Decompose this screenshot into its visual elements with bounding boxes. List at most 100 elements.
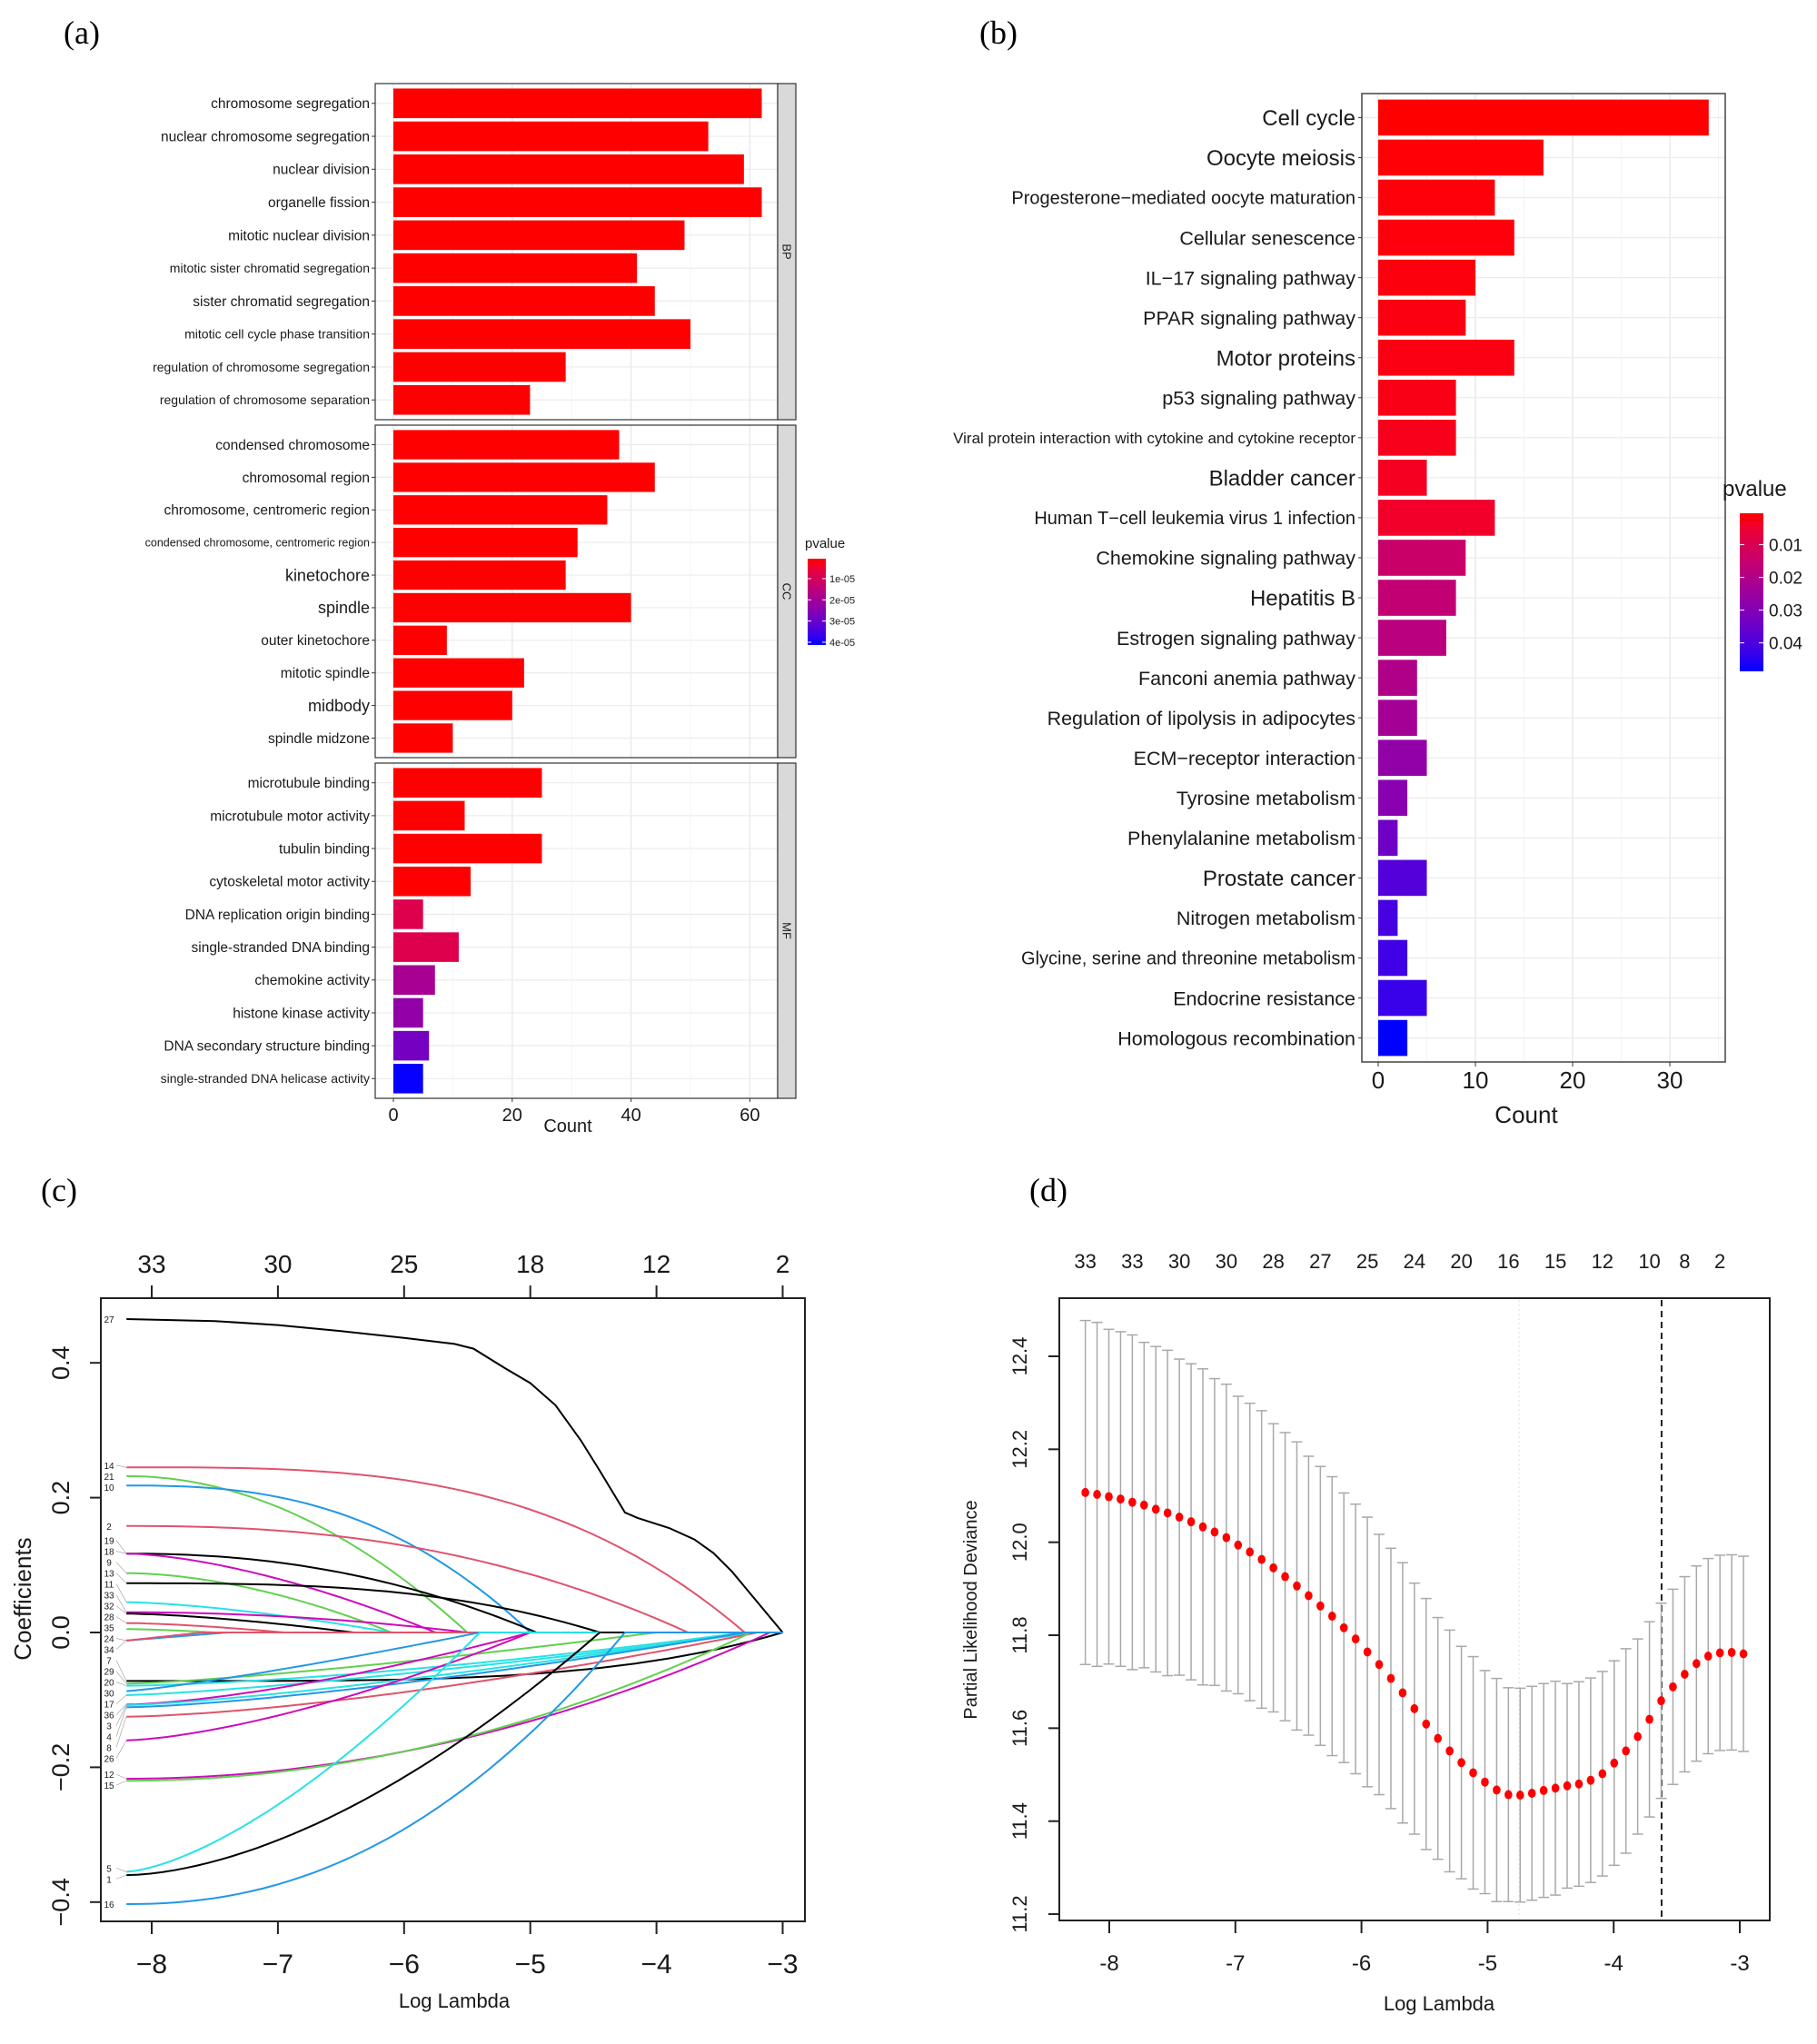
y-tick-label: Tyrosine metabolism bbox=[1177, 788, 1355, 809]
panel-label: (b) bbox=[979, 15, 1018, 51]
y-tick-label: Cellular senescence bbox=[1179, 227, 1355, 249]
bar bbox=[393, 932, 459, 962]
cv-point bbox=[1291, 1441, 1303, 1731]
cv-point bbox=[1162, 1349, 1174, 1677]
path-label-leader bbox=[115, 1682, 127, 1686]
cv-point bbox=[1103, 1328, 1115, 1665]
top-axis-label: 30 bbox=[263, 1250, 292, 1278]
coefficient-path-26 bbox=[126, 1632, 783, 1741]
bar bbox=[393, 658, 524, 688]
mean-point bbox=[1574, 1779, 1584, 1789]
panel-a-go-barchart: chromosome segregation nuclear chromosome… bbox=[145, 83, 855, 1136]
bar bbox=[1378, 500, 1495, 536]
mean-point bbox=[1681, 1670, 1689, 1680]
bar bbox=[393, 592, 631, 623]
x-tick-label: -4 bbox=[1604, 1951, 1623, 1976]
y-tick-label: 0.4 bbox=[47, 1345, 74, 1380]
cv-point bbox=[1514, 1687, 1526, 1903]
legend-colorbar bbox=[808, 559, 826, 645]
cv-point bbox=[1679, 1575, 1691, 1773]
bar bbox=[1378, 739, 1427, 777]
cv-point bbox=[1562, 1682, 1574, 1890]
path-label-leader bbox=[115, 1705, 127, 1726]
y-tick-label: 12.0 bbox=[1008, 1523, 1031, 1562]
cv-point bbox=[1726, 1553, 1738, 1751]
y-tick-label: mitotic cell cycle phase transition bbox=[184, 327, 370, 342]
bar bbox=[393, 690, 512, 720]
cv-point bbox=[1374, 1533, 1385, 1796]
facet-strip bbox=[777, 424, 797, 759]
coefficient-path-34 bbox=[126, 1632, 783, 1642]
mean-point bbox=[1269, 1563, 1277, 1573]
path-label-leader bbox=[115, 1740, 127, 1759]
cv-point bbox=[1220, 1383, 1232, 1692]
path-label: 17 bbox=[104, 1701, 114, 1711]
path-label: 2 bbox=[106, 1523, 112, 1533]
path-label: 18 bbox=[104, 1548, 114, 1558]
mean-point bbox=[1727, 1647, 1736, 1657]
y-tick-label: Nitrogen metabolism bbox=[1177, 908, 1355, 929]
y-axis-title: Coefficients bbox=[9, 1537, 36, 1660]
coefficient-path-16 bbox=[126, 1632, 783, 1905]
cv-point bbox=[1267, 1423, 1279, 1713]
y-tick-label: sister chromatid segregation bbox=[193, 294, 370, 310]
y-tick-label: 11.4 bbox=[1008, 1802, 1031, 1840]
bar bbox=[393, 800, 465, 831]
coefficient-path-19 bbox=[126, 1553, 783, 1633]
legend-tick-label: 0.03 bbox=[1769, 602, 1802, 621]
cv-point bbox=[1079, 1319, 1091, 1666]
mean-point bbox=[1386, 1673, 1395, 1683]
facet-strip bbox=[777, 83, 797, 421]
y-tick-label: Motor proteins bbox=[1216, 346, 1355, 371]
panel-c-lasso-coefficients: 2714211021918913113332283524347292030173… bbox=[9, 1250, 806, 2012]
bar bbox=[393, 384, 531, 415]
coefficient-path-8 bbox=[126, 1632, 783, 1718]
bar bbox=[393, 495, 608, 525]
path-label-leader bbox=[115, 1707, 127, 1737]
y-tick-label: organelle fission bbox=[268, 195, 370, 211]
bar bbox=[393, 352, 566, 382]
y-tick-label: microtubule binding bbox=[248, 776, 370, 791]
cv-point bbox=[1467, 1655, 1479, 1890]
top-axis-label: 12 bbox=[642, 1250, 670, 1278]
cv-point bbox=[1208, 1377, 1220, 1687]
legend-tick-label: 3e-05 bbox=[829, 617, 855, 628]
legend-tick-label: 2e-05 bbox=[829, 595, 855, 606]
top-axis-label: 30 bbox=[1216, 1250, 1237, 1273]
y-tick-label: 0.2 bbox=[47, 1481, 74, 1515]
mean-point bbox=[1493, 1785, 1501, 1795]
x-tick-label: 0 bbox=[388, 1106, 398, 1126]
x-tick-label: 20 bbox=[1560, 1067, 1586, 1094]
mean-point bbox=[1645, 1714, 1653, 1724]
cv-point bbox=[1550, 1680, 1562, 1896]
path-label-leader bbox=[115, 1716, 127, 1748]
mean-point bbox=[1363, 1647, 1372, 1657]
mean-point bbox=[1175, 1513, 1184, 1523]
path-label: 30 bbox=[104, 1690, 114, 1700]
coefficient-path-28 bbox=[126, 1622, 783, 1633]
path-label: 9 bbox=[106, 1559, 112, 1569]
y-tick-label: Fanconi anemia pathway bbox=[1138, 668, 1355, 690]
bar bbox=[1378, 339, 1514, 376]
path-label-leader bbox=[115, 1594, 127, 1612]
mean-point bbox=[1081, 1487, 1089, 1497]
cv-point bbox=[1738, 1555, 1750, 1752]
y-tick-label: tubulin binding bbox=[279, 841, 370, 857]
x-tick-label: -3 bbox=[1730, 1951, 1749, 1976]
mean-point bbox=[1327, 1612, 1336, 1622]
mean-point bbox=[1657, 1696, 1665, 1706]
path-label: 14 bbox=[104, 1462, 114, 1472]
mean-point bbox=[1210, 1527, 1219, 1537]
cv-point bbox=[1385, 1547, 1396, 1810]
y-tick-label: regulation of chromosome segregation bbox=[153, 360, 370, 374]
coefficient-path-36 bbox=[126, 1632, 783, 1706]
y-tick-label: mitotic nuclear division bbox=[228, 228, 370, 243]
bar bbox=[393, 1064, 423, 1094]
y-tick-label: single-stranded DNA helicase activity bbox=[161, 1071, 370, 1086]
bar bbox=[393, 121, 709, 152]
top-axis-label: 15 bbox=[1544, 1250, 1566, 1273]
path-label: 28 bbox=[104, 1613, 114, 1623]
bar bbox=[393, 220, 685, 251]
path-label: 11 bbox=[104, 1581, 114, 1591]
top-axis-label: 10 bbox=[1638, 1250, 1660, 1273]
